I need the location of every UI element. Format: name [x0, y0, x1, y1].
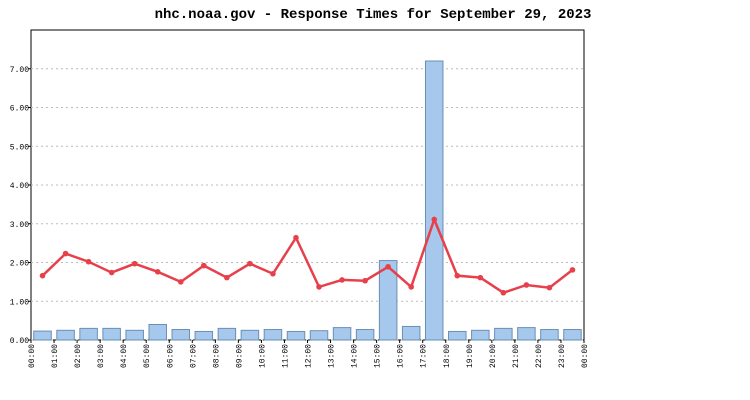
line-marker — [247, 260, 253, 267]
bar — [332, 327, 352, 341]
y-tick-label: 0.00 — [10, 337, 29, 346]
line-marker — [385, 263, 391, 270]
line-marker — [546, 284, 553, 291]
line — [41, 215, 574, 295]
line-marker — [454, 272, 461, 279]
bar — [517, 327, 536, 341]
bar — [286, 330, 306, 341]
x-tick-label: 20:00 — [489, 344, 498, 368]
y-tick-label: 4.00 — [10, 182, 29, 191]
bar — [79, 327, 98, 341]
bar — [171, 329, 191, 341]
bar — [148, 324, 167, 341]
chart-title: nhc.noaa.gov - Response Times for Septem… — [155, 7, 592, 23]
x-tick-label: 08:00 — [212, 344, 221, 368]
bar — [102, 327, 121, 341]
x-tick-label: 19:00 — [466, 344, 475, 368]
line-marker — [316, 284, 322, 290]
x-tick-label: 00:00 — [28, 344, 37, 368]
line-marker — [131, 260, 138, 267]
line-marker — [108, 269, 115, 276]
x-tick-label: 13:00 — [328, 344, 337, 368]
bar — [401, 325, 421, 341]
bar — [424, 60, 444, 341]
bar — [194, 330, 214, 341]
bar — [448, 330, 467, 341]
y-tick-label: 7.00 — [10, 66, 29, 75]
bar — [355, 329, 375, 341]
x-tick-label: 23:00 — [558, 344, 567, 368]
x-tick-label: 18:00 — [443, 344, 452, 368]
line-marker — [293, 234, 299, 241]
x-tick-label: 21:00 — [512, 344, 521, 368]
x-tick-label: 07:00 — [189, 344, 198, 368]
y-tick-label: 5.00 — [10, 143, 29, 152]
x-tick-label: 17:00 — [420, 344, 429, 368]
bar — [125, 329, 144, 341]
bar — [309, 330, 329, 341]
x-tick-label: 09:00 — [235, 344, 244, 368]
bar — [240, 329, 260, 341]
x-tick-label: 05:00 — [143, 344, 152, 368]
line-marker — [270, 270, 276, 277]
x-tick-label: 00:00 — [581, 344, 590, 368]
x-tick-label: 04:00 — [120, 344, 129, 368]
x-tick-label: 06:00 — [166, 344, 175, 368]
line-marker — [523, 282, 530, 288]
line-marker — [177, 279, 184, 285]
x-tick-label: 14:00 — [351, 344, 360, 368]
line-marker — [39, 272, 46, 279]
bar — [563, 329, 582, 341]
line-marker — [201, 262, 207, 269]
line-marker — [431, 216, 438, 223]
line-marker — [62, 250, 69, 257]
bar — [33, 330, 52, 341]
x-tick-label: 10:00 — [258, 344, 267, 368]
x-tick-label: 11:00 — [281, 344, 290, 368]
bar — [471, 329, 490, 341]
line-marker — [362, 277, 368, 284]
y-tick-label: 1.00 — [10, 298, 29, 307]
bar — [540, 329, 559, 341]
y-tick-label: 6.00 — [10, 105, 29, 114]
x-tick-label: 02:00 — [74, 344, 83, 368]
bar — [263, 329, 283, 341]
y-tick-label: 2.00 — [10, 260, 29, 269]
line-marker — [569, 267, 576, 273]
line-marker — [408, 284, 414, 290]
line-marker — [500, 289, 507, 296]
line-marker — [224, 274, 230, 281]
line-marker — [85, 258, 92, 265]
x-tick-label: 03:00 — [97, 344, 106, 368]
y-tick-label: 3.00 — [10, 221, 29, 230]
line-marker — [154, 269, 161, 275]
bar — [378, 260, 398, 341]
bar — [494, 327, 513, 341]
x-tick-label: 15:00 — [374, 344, 383, 368]
line-marker — [477, 274, 484, 281]
x-tick-label: 16:00 — [397, 344, 406, 368]
x-tick-label: 01:00 — [51, 344, 60, 368]
line-marker — [339, 277, 345, 283]
x-tick-label: 22:00 — [535, 344, 544, 368]
bar — [56, 329, 75, 341]
bar — [217, 327, 237, 341]
x-tick-label: 12:00 — [305, 344, 314, 368]
